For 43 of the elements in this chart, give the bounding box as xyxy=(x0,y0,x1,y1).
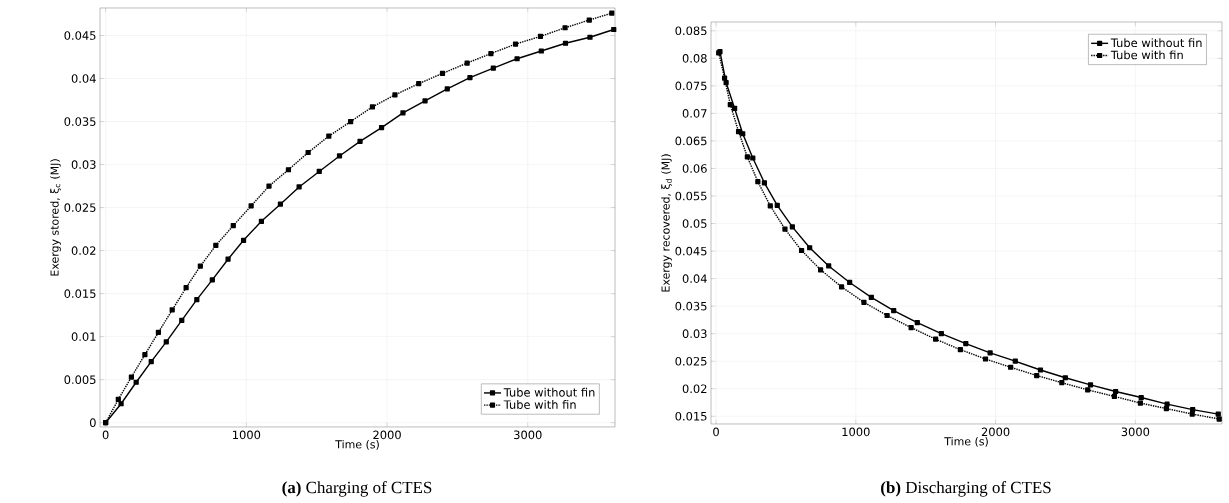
y-tick-label: 0.035 xyxy=(675,301,707,311)
text: (b) Discharging of CTES xyxy=(881,481,1051,497)
y-tick-label: 0.045 xyxy=(64,31,96,40)
y-tick-label: 0.025 xyxy=(64,203,96,212)
y-tick-label: 0.02 xyxy=(71,246,96,255)
y-axis-title: Exergy recovered, ξ$_{d}$ (MJ) xyxy=(661,154,672,292)
y-tick-label: 0.04 xyxy=(71,74,96,83)
y-tick-label: 0.06 xyxy=(682,164,707,173)
y-tick-label: 0.03 xyxy=(682,329,707,338)
y-tick-label: 0.01 xyxy=(71,332,96,341)
x-axis-title: Time (s) xyxy=(335,440,379,450)
legend-label: Tube without fin xyxy=(1110,38,1202,48)
x-tick-label: 2000 xyxy=(373,430,401,440)
y-tick-label: 0.035 xyxy=(64,117,96,126)
y-tick-label: 0.07 xyxy=(682,109,707,118)
x-tick-label: 3000 xyxy=(1121,427,1150,437)
x-tick-label: 1000 xyxy=(233,430,261,440)
y-tick-label: 0.055 xyxy=(675,191,707,201)
x-tick-label: 3000 xyxy=(514,430,542,440)
legend-label: Tube with fin xyxy=(503,400,576,409)
y-tick-label: 0.025 xyxy=(675,356,707,366)
y-tick-label: 0.005 xyxy=(64,375,96,384)
y-tick-label: 0.045 xyxy=(675,246,707,256)
y-tick-label: 0.08 xyxy=(682,54,707,63)
y-axis-title: Exergy stored, ξ$_{c}$ (MJ) xyxy=(50,159,61,276)
legend-label: Tube without fin xyxy=(503,387,595,397)
legend-label: Tube with fin xyxy=(1110,50,1183,60)
y-tick-label: 0.085 xyxy=(675,26,707,36)
y-tick-label: 0.065 xyxy=(675,136,707,146)
y-tick-label: 0.015 xyxy=(64,289,96,298)
x-axis-title: Time (s) xyxy=(944,437,988,447)
y-tick-label: 0.04 xyxy=(682,274,707,283)
x-tick-label: 2000 xyxy=(981,427,1010,437)
y-tick-label: 0 xyxy=(89,418,96,428)
y-tick-label: 0.02 xyxy=(682,384,707,394)
x-tick-label: 0 xyxy=(102,430,109,440)
text: (a) Charging of CTES xyxy=(282,481,432,497)
y-tick-label: 0.015 xyxy=(675,411,707,421)
y-tick-label: 0.03 xyxy=(71,160,96,169)
x-tick-label: 0 xyxy=(713,427,719,437)
y-tick-label: 0.075 xyxy=(675,81,707,91)
y-tick-label: 0.05 xyxy=(682,219,707,228)
x-tick-label: 1000 xyxy=(842,427,870,437)
